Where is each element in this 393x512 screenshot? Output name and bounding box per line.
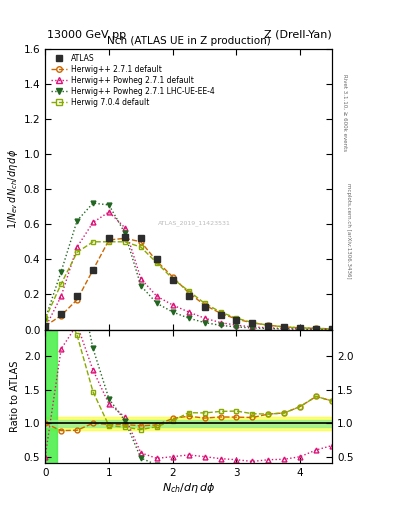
- Text: Z (Drell-Yan): Z (Drell-Yan): [264, 30, 332, 40]
- Title: Nch (ATLAS UE in Z production): Nch (ATLAS UE in Z production): [107, 36, 270, 47]
- Text: mcplots.cern.ch [arXiv:1306.3436]: mcplots.cern.ch [arXiv:1306.3436]: [347, 183, 351, 278]
- Y-axis label: Ratio to ATLAS: Ratio to ATLAS: [9, 361, 20, 432]
- Bar: [45, 417, 332, 430]
- X-axis label: $N_{ch}/d\eta\,d\phi$: $N_{ch}/d\eta\,d\phi$: [162, 481, 215, 495]
- Bar: [45, 420, 332, 426]
- Legend: ATLAS, Herwig++ 2.7.1 default, Herwig++ Powheg 2.7.1 default, Herwig++ Powheg 2.: ATLAS, Herwig++ 2.7.1 default, Herwig++ …: [48, 51, 218, 110]
- Y-axis label: $1/N_{ev}\,dN_{ch}/d\eta\,d\phi$: $1/N_{ev}\,dN_{ch}/d\eta\,d\phi$: [6, 149, 20, 229]
- Text: ATLAS_2019_11423531: ATLAS_2019_11423531: [158, 220, 231, 226]
- Bar: [45, 330, 57, 463]
- Text: Rivet 3.1.10, ≥ 600k events: Rivet 3.1.10, ≥ 600k events: [343, 74, 347, 151]
- Text: 13000 GeV pp: 13000 GeV pp: [47, 30, 126, 40]
